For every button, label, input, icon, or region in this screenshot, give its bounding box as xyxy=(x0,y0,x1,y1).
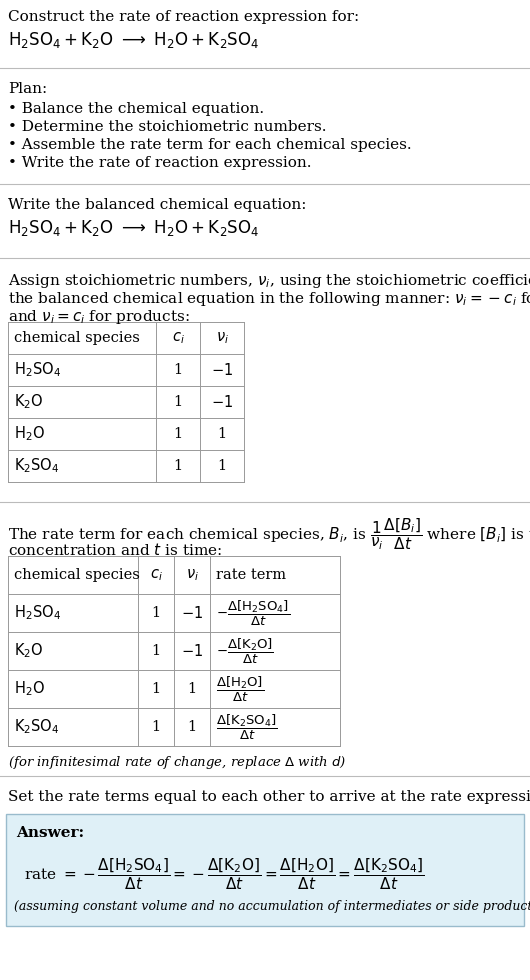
Text: Plan:: Plan: xyxy=(8,82,47,96)
Text: 1: 1 xyxy=(173,459,182,473)
Text: Write the balanced chemical equation:: Write the balanced chemical equation: xyxy=(8,198,306,212)
Text: chemical species: chemical species xyxy=(14,331,140,345)
Text: $\nu_i$: $\nu_i$ xyxy=(186,567,198,583)
Text: $\dfrac{\Delta[\mathrm{H_2O}]}{\Delta t}$: $\dfrac{\Delta[\mathrm{H_2O}]}{\Delta t}… xyxy=(216,674,264,704)
Text: $\mathrm{K_2O}$: $\mathrm{K_2O}$ xyxy=(14,393,43,412)
Text: $\mathrm{K_2SO_4}$: $\mathrm{K_2SO_4}$ xyxy=(14,457,59,475)
Text: Set the rate terms equal to each other to arrive at the rate expression:: Set the rate terms equal to each other t… xyxy=(8,790,530,804)
Text: $\mathrm{H_2SO_4}$: $\mathrm{H_2SO_4}$ xyxy=(14,604,61,622)
Text: $\mathrm{K_2O}$: $\mathrm{K_2O}$ xyxy=(14,642,43,661)
Text: 1: 1 xyxy=(152,644,161,658)
Text: Answer:: Answer: xyxy=(16,826,84,840)
Text: 1: 1 xyxy=(188,682,197,696)
Text: $-\dfrac{\Delta[\mathrm{H_2SO_4}]}{\Delta t}$: $-\dfrac{\Delta[\mathrm{H_2SO_4}]}{\Delt… xyxy=(216,599,290,627)
Text: rate $= -\dfrac{\Delta[\mathrm{H_2SO_4}]}{\Delta t} = -\dfrac{\Delta[\mathrm{K_2: rate $= -\dfrac{\Delta[\mathrm{H_2SO_4}]… xyxy=(24,856,425,892)
Text: $-1$: $-1$ xyxy=(211,362,233,378)
Text: 1: 1 xyxy=(217,459,226,473)
Text: the balanced chemical equation in the following manner: $\nu_i = -c_i$ for react: the balanced chemical equation in the fo… xyxy=(8,290,530,308)
Text: • Assemble the rate term for each chemical species.: • Assemble the rate term for each chemic… xyxy=(8,138,412,152)
Text: • Balance the chemical equation.: • Balance the chemical equation. xyxy=(8,102,264,116)
Text: $-\dfrac{\Delta[\mathrm{K_2O}]}{\Delta t}$: $-\dfrac{\Delta[\mathrm{K_2O}]}{\Delta t… xyxy=(216,636,274,665)
Text: • Write the rate of reaction expression.: • Write the rate of reaction expression. xyxy=(8,156,312,170)
Text: 1: 1 xyxy=(173,363,182,377)
Text: 1: 1 xyxy=(173,395,182,409)
Text: Construct the rate of reaction expression for:: Construct the rate of reaction expressio… xyxy=(8,10,359,24)
Text: $-1$: $-1$ xyxy=(181,643,203,659)
Text: $\mathrm{H_2SO_4 + K_2O \ \longrightarrow \ H_2O + K_2SO_4}$: $\mathrm{H_2SO_4 + K_2O \ \longrightarro… xyxy=(8,218,260,238)
Text: $\mathrm{H_2SO_4}$: $\mathrm{H_2SO_4}$ xyxy=(14,361,61,379)
Text: 1: 1 xyxy=(173,427,182,441)
Text: $c_i$: $c_i$ xyxy=(172,330,184,346)
Text: and $\nu_i = c_i$ for products:: and $\nu_i = c_i$ for products: xyxy=(8,308,190,326)
Text: Assign stoichiometric numbers, $\nu_i$, using the stoichiometric coefficients, $: Assign stoichiometric numbers, $\nu_i$, … xyxy=(8,272,530,290)
Text: 1: 1 xyxy=(152,606,161,620)
Text: The rate term for each chemical species, $B_i$, is $\dfrac{1}{\nu_i}\dfrac{\Delt: The rate term for each chemical species,… xyxy=(8,516,530,552)
Text: 1: 1 xyxy=(217,427,226,441)
Text: chemical species: chemical species xyxy=(14,568,140,582)
Text: $c_i$: $c_i$ xyxy=(149,567,162,583)
Text: $\dfrac{\Delta[\mathrm{K_2SO_4}]}{\Delta t}$: $\dfrac{\Delta[\mathrm{K_2SO_4}]}{\Delta… xyxy=(216,712,278,742)
Text: $-1$: $-1$ xyxy=(211,394,233,410)
Text: $\mathrm{H_2O}$: $\mathrm{H_2O}$ xyxy=(14,424,45,443)
Text: $\nu_i$: $\nu_i$ xyxy=(216,330,228,346)
Text: 1: 1 xyxy=(188,720,197,734)
Text: $\mathrm{H_2SO_4 + K_2O \ \longrightarrow \ H_2O + K_2SO_4}$: $\mathrm{H_2SO_4 + K_2O \ \longrightarro… xyxy=(8,30,260,50)
Text: $\mathrm{K_2SO_4}$: $\mathrm{K_2SO_4}$ xyxy=(14,717,59,736)
Text: concentration and $t$ is time:: concentration and $t$ is time: xyxy=(8,542,222,558)
Text: (for infinitesimal rate of change, replace $\Delta$ with $d$): (for infinitesimal rate of change, repla… xyxy=(8,754,347,771)
FancyBboxPatch shape xyxy=(6,814,524,926)
Text: (assuming constant volume and no accumulation of intermediates or side products): (assuming constant volume and no accumul… xyxy=(14,900,530,913)
Text: • Determine the stoichiometric numbers.: • Determine the stoichiometric numbers. xyxy=(8,120,326,134)
Text: rate term: rate term xyxy=(216,568,286,582)
Text: $\mathrm{H_2O}$: $\mathrm{H_2O}$ xyxy=(14,680,45,699)
Text: 1: 1 xyxy=(152,720,161,734)
Text: 1: 1 xyxy=(152,682,161,696)
Text: $-1$: $-1$ xyxy=(181,605,203,621)
